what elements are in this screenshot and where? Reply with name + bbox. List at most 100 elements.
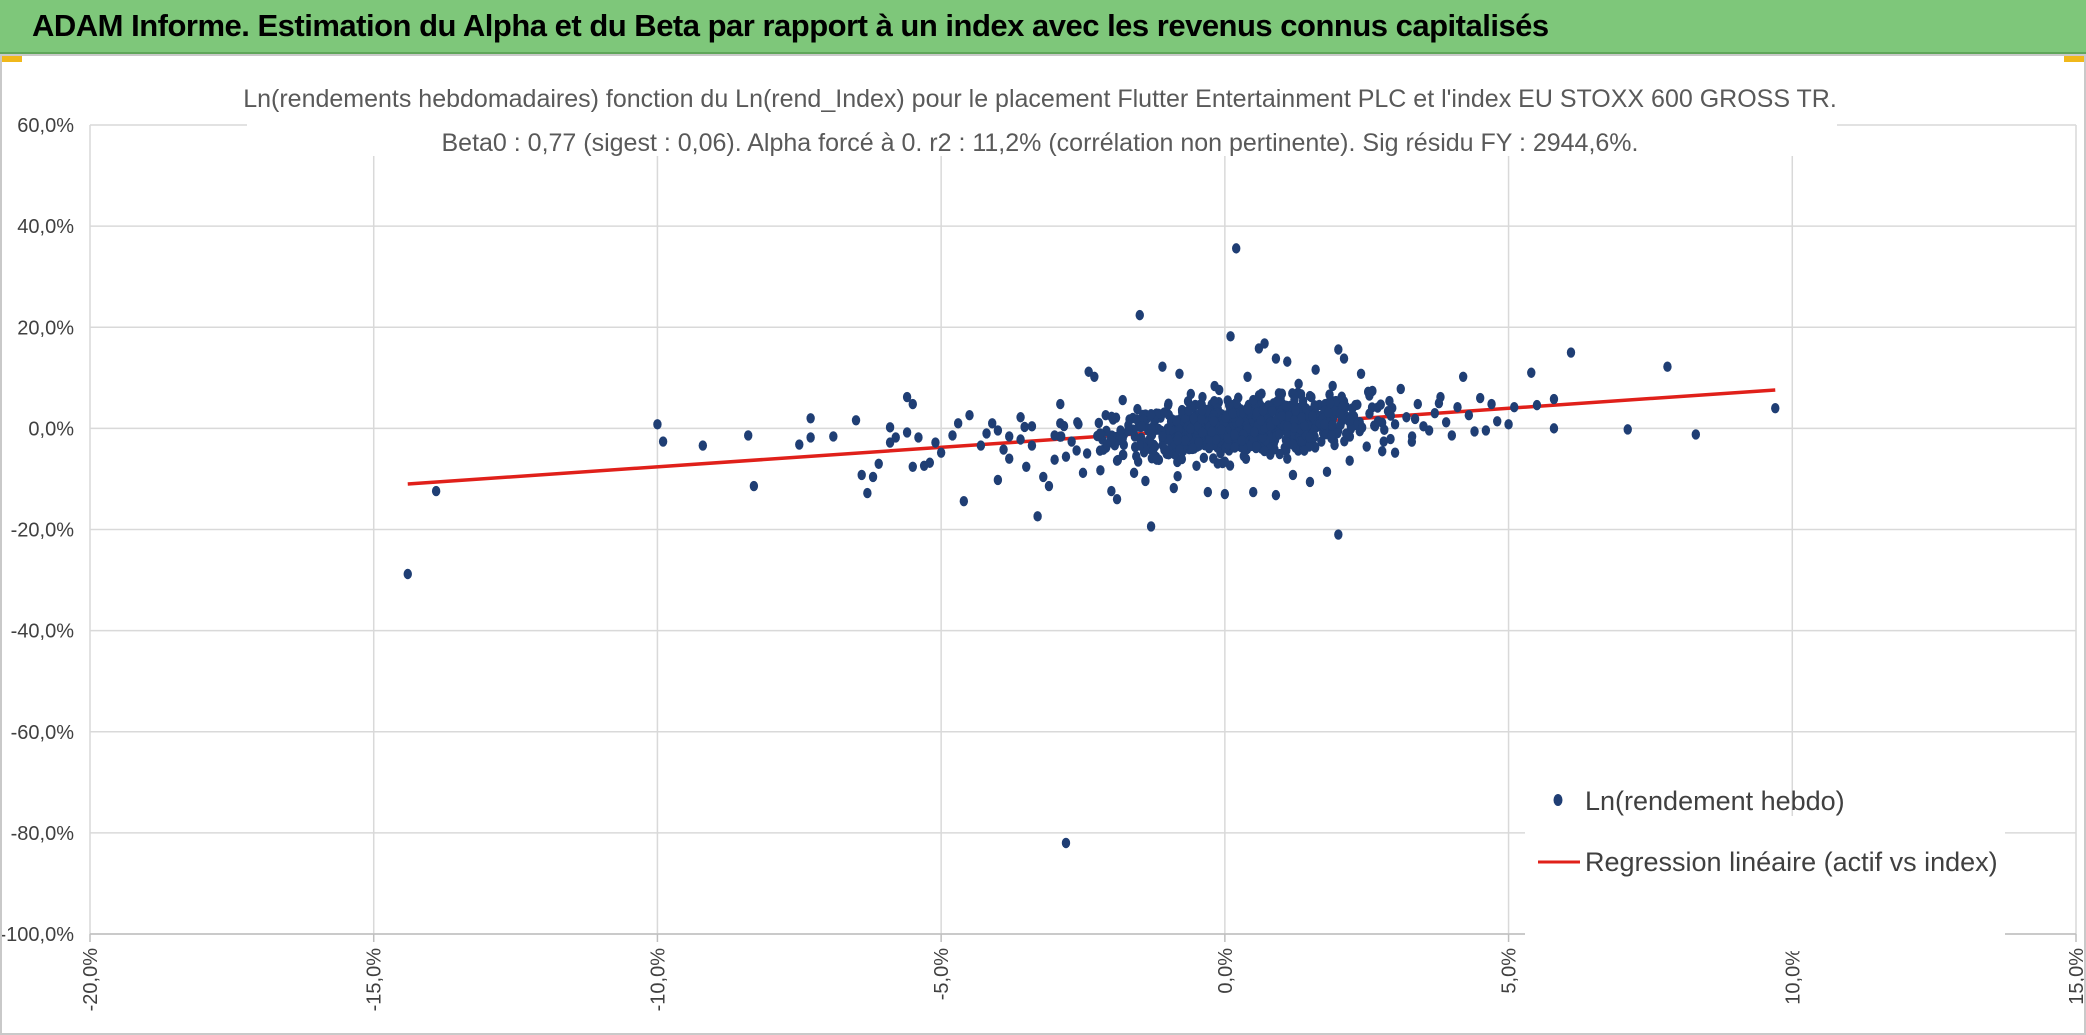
scatter-point (902, 391, 912, 403)
scatter-point (1277, 388, 1287, 399)
x-tick-label: 15,0% (2066, 948, 2084, 1005)
scatter-point (1118, 394, 1127, 406)
scatter-point (1214, 384, 1224, 396)
regression-line (407, 388, 1776, 486)
scatter-point (1221, 412, 1230, 423)
x-tick-label: 10,0% (1782, 948, 1804, 1005)
scatter-point (1527, 367, 1536, 378)
scatter-point (1327, 430, 1336, 441)
scatter-point (1207, 426, 1217, 438)
scatter-point (1441, 417, 1451, 428)
legend-background (1525, 816, 2005, 951)
report-title: ADAM Informe. Estimation du Alpha et du … (32, 8, 1549, 43)
scatter-point (1283, 356, 1292, 367)
scatter-point (902, 427, 912, 438)
scatter-point (744, 430, 753, 441)
scatter-point (1239, 443, 1248, 454)
scatter-point (1510, 401, 1519, 413)
scatter-point (1090, 371, 1099, 383)
scatter-point (959, 495, 969, 507)
scatter-point (1249, 486, 1258, 498)
chart-subtitle: Beta0 : 0,77 (sigest : 0,06). Alpha forc… (442, 129, 1639, 157)
scatter-point (914, 432, 923, 443)
scatter-point (1334, 529, 1343, 540)
scatter-point (1297, 412, 1306, 423)
scatter-point (1275, 429, 1284, 440)
scatter-point (1132, 451, 1141, 462)
scatter-point (1290, 394, 1299, 405)
scatter-point (999, 444, 1008, 455)
chart-title: Ln(rendements hebdomadaires) fonction du… (243, 85, 1837, 113)
scatter-point (431, 485, 441, 497)
scatter-point (1016, 412, 1025, 423)
scatter-point (1172, 415, 1181, 426)
scatter-point (1396, 383, 1405, 395)
scatter-point (908, 398, 917, 410)
scatter-point (1112, 455, 1122, 466)
scatter-point (1376, 399, 1385, 410)
scatter-point (1163, 399, 1173, 411)
scatter-point (1487, 398, 1496, 410)
scatter-point (857, 469, 866, 481)
scatter-point (1101, 410, 1110, 421)
scatter-point (1189, 412, 1198, 424)
scatter-point (1020, 421, 1029, 433)
scatter-point (1152, 454, 1161, 465)
scatter-point (1336, 419, 1345, 431)
scatter-point (1691, 429, 1701, 440)
scatter-point (1249, 426, 1259, 438)
scatter-point (1300, 445, 1309, 456)
scatter-point (1177, 453, 1187, 465)
scatter-point (1135, 440, 1144, 451)
scatter-point (863, 487, 872, 499)
scatter-point (1243, 371, 1252, 383)
scatter-point (1137, 421, 1147, 432)
scatter-point (965, 410, 974, 421)
scatter-point (1231, 397, 1241, 409)
scatter-point (1339, 353, 1349, 364)
scatter-point (1346, 423, 1356, 434)
scatter-point (1027, 421, 1037, 432)
x-tick-label: -15,0% (364, 948, 386, 1012)
scatter-point (1132, 414, 1141, 425)
y-tick-label: -80,0% (11, 823, 75, 845)
scatter-point (1323, 407, 1333, 418)
scatter-point (1373, 416, 1383, 427)
scatter-point (1177, 404, 1187, 416)
regression-line-layer (407, 388, 1776, 486)
scatter-point (1232, 243, 1241, 254)
y-tick-label: 40,0% (17, 216, 74, 238)
scatter-point (1299, 420, 1309, 431)
scatter-point (1481, 425, 1491, 436)
x-axis-tick-labels: -20,0% -15,0% -10,0% -5,0% 0,0% 5,0% 10,0% 15,0… (80, 948, 2084, 1012)
scatter-point (1198, 391, 1207, 403)
scatter-point (1305, 432, 1314, 443)
scatter-point (1282, 400, 1291, 411)
scatter-point (1337, 391, 1346, 402)
scatter-point (1209, 453, 1218, 464)
scatter-point (1124, 420, 1133, 431)
scatter-point (1320, 418, 1329, 430)
scatter-point (1532, 399, 1542, 411)
scatter-point (1458, 371, 1468, 383)
scatter-point (1282, 421, 1292, 432)
scatter-point (1413, 398, 1422, 410)
y-tick-label: 20,0% (17, 317, 74, 339)
scatter-point (1005, 453, 1014, 464)
scatter-point (1173, 470, 1182, 482)
scatter-point (1220, 456, 1230, 467)
scatter-point (1266, 449, 1275, 460)
scatter-point (1205, 434, 1214, 446)
scatter-point (1082, 448, 1092, 459)
scatter-point (1224, 399, 1234, 411)
scatter-point (1566, 347, 1576, 358)
scatter-point (948, 430, 957, 441)
scatter-point (1365, 408, 1374, 419)
scatter-point (1141, 475, 1150, 487)
x-tick-label: -20,0% (80, 948, 102, 1012)
scatter-point (1623, 424, 1632, 435)
scatter-point (1204, 442, 1214, 454)
legend-label-scatter: Ln(rendement hebdo) (1585, 786, 1845, 816)
scatter-point (1470, 426, 1479, 437)
scatter-point (829, 431, 838, 442)
